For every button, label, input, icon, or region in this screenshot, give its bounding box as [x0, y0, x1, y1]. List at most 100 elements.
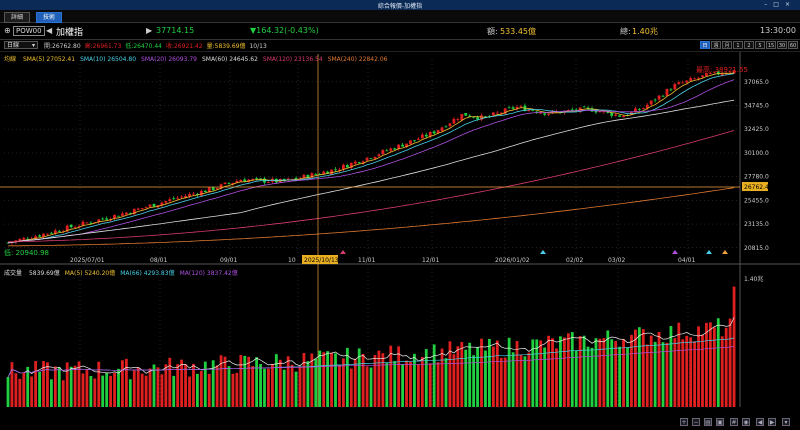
volume-bar — [622, 339, 625, 407]
volume-bar — [160, 374, 164, 407]
volume-bar — [401, 364, 404, 407]
period-select[interactable]: 日線 ▾ — [4, 41, 38, 49]
candle-body — [81, 221, 85, 226]
candle-body — [669, 89, 673, 91]
volume-bar — [377, 350, 381, 407]
save-icon[interactable]: ▤ — [704, 418, 712, 426]
volume-bar — [349, 368, 353, 407]
tab-detail[interactable]: 詳細 — [4, 12, 31, 23]
volume-bar — [397, 346, 401, 407]
window-controls[interactable]: –□× — [764, 1, 796, 8]
collapse-icon[interactable]: ▾ — [782, 418, 790, 426]
zoom-in-icon[interactable]: + — [680, 418, 688, 426]
close-icon[interactable]: × — [784, 1, 796, 8]
volume-bar — [34, 361, 38, 407]
volume-bar — [645, 344, 649, 407]
candle-body — [476, 117, 479, 120]
period-button[interactable]: 週 — [711, 41, 721, 49]
candle-body — [511, 107, 515, 109]
ma-line — [7, 73, 735, 244]
volume-bar — [128, 379, 132, 407]
price-chart[interactable]: 37065.0 34745.0 32425.0 30100.0 27780.0 25455… — [0, 52, 800, 415]
volume-bar — [211, 360, 215, 407]
candle-body — [657, 95, 661, 100]
zoom-out-icon[interactable]: − — [692, 418, 700, 426]
minimize-icon[interactable]: – — [764, 1, 774, 8]
symbol-code-input[interactable]: POW00 — [13, 26, 45, 36]
period-button[interactable]: 2 — [744, 41, 754, 49]
period-select-value: 日線 — [7, 42, 20, 49]
period-button[interactable]: 月 — [722, 41, 732, 49]
candle-body — [697, 77, 700, 79]
candle-body — [259, 178, 262, 180]
volume-legend-item: 5839.69億 — [28, 270, 60, 277]
candle-body — [401, 144, 404, 147]
volume-bar — [361, 353, 365, 407]
grid-icon[interactable]: # — [730, 418, 738, 426]
period-button[interactable]: 15 — [766, 41, 776, 49]
volume-bar — [73, 365, 77, 407]
candle-body — [397, 144, 401, 150]
candle-body — [361, 161, 365, 164]
candle-body — [326, 171, 330, 174]
period-button[interactable]: 日 — [700, 41, 710, 49]
period-button[interactable]: 5 — [755, 41, 765, 49]
volume-bar — [357, 348, 361, 407]
period-button[interactable]: 30 — [777, 41, 787, 49]
volume-bar — [559, 336, 562, 407]
candle-body — [310, 173, 314, 178]
volume-bar — [235, 372, 239, 407]
candle-body — [267, 181, 270, 183]
volume-bar — [345, 347, 349, 407]
volume-bar — [720, 336, 724, 407]
scroll-right-icon[interactable]: ▶ — [768, 418, 776, 426]
candle-body — [322, 171, 326, 175]
candle-body — [594, 110, 598, 113]
volume-bar — [247, 356, 251, 407]
candle-body — [637, 109, 641, 111]
x-tick-label: 2026/01/02 — [495, 257, 530, 264]
volume-bar — [113, 372, 116, 407]
candle-body — [428, 132, 432, 137]
prev-symbol-icon[interactable]: ◀ — [46, 26, 53, 35]
candle-body — [630, 111, 633, 115]
candle-body — [46, 233, 49, 235]
period-button[interactable]: 60 — [788, 41, 798, 49]
volume-bar — [657, 331, 661, 407]
volume-bar — [535, 339, 539, 407]
maximize-icon[interactable]: □ — [773, 1, 785, 8]
volume-bar — [424, 349, 428, 407]
print-icon[interactable]: ▣ — [716, 418, 724, 426]
volume-bar — [282, 369, 286, 407]
tab-technical[interactable]: 技術 — [36, 12, 63, 23]
volume-bar — [65, 362, 69, 407]
candle-body — [527, 109, 531, 112]
candle-body — [227, 183, 231, 184]
eye-icon[interactable]: ◉ — [742, 418, 750, 426]
candle-body — [188, 193, 191, 197]
scroll-left-icon[interactable]: ◀ — [756, 418, 764, 426]
candle-body — [330, 169, 333, 175]
candle-body — [22, 237, 26, 240]
next-symbol-icon[interactable]: ▶ — [146, 26, 153, 35]
volume-bar — [278, 359, 282, 407]
candle-body — [302, 174, 306, 179]
volume-bar — [543, 347, 547, 407]
candle-body — [148, 204, 152, 207]
signal-marker — [340, 250, 346, 254]
settings-icon[interactable]: ⊕ — [4, 26, 11, 35]
candle-body — [219, 184, 223, 189]
candle-body — [531, 110, 535, 111]
volume-label: 總: — [620, 27, 631, 36]
volume-bar — [452, 354, 456, 407]
volume-bar — [602, 338, 606, 407]
volume-bar — [610, 339, 614, 407]
volume-bar — [393, 361, 397, 407]
candle-body — [444, 126, 448, 128]
x-tick-label: 09/01 — [220, 257, 237, 264]
volume-bar — [381, 353, 385, 407]
volume-bar — [472, 355, 476, 407]
volume-bar — [180, 359, 184, 407]
period-button[interactable]: 1 — [733, 41, 743, 49]
candle-body — [393, 148, 397, 150]
